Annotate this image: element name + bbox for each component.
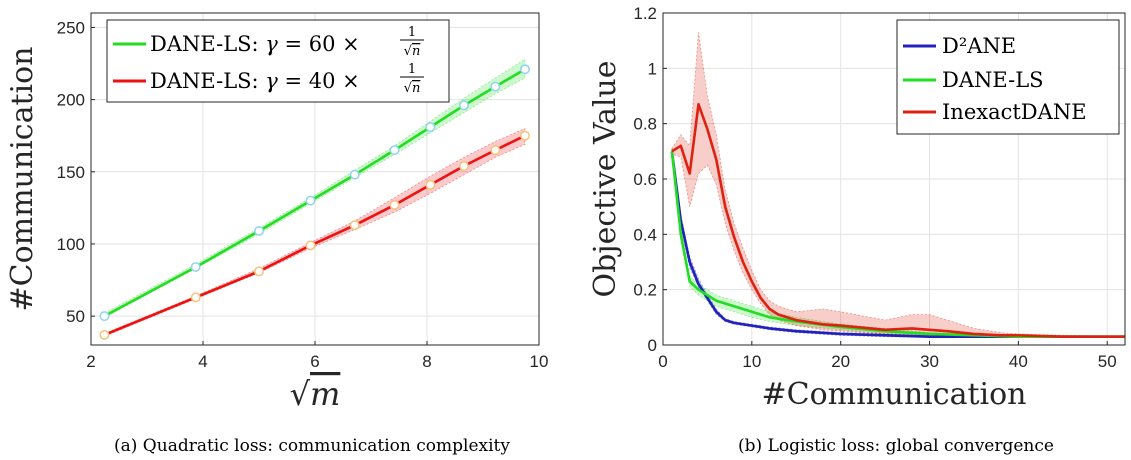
tick-label-y-3: 0.6 [633,170,657,189]
panel-b-global-convergence: 0 10 20 30 40 50 0 0.2 0.4 0.6 0.8 1 1.2 #Communicat… [588,4,1126,456]
panel-a-legend-box [106,19,450,103]
panel-b-legend: D²ANE DANE-LS InexactDANE [896,19,1120,135]
point-series-1-2 [254,266,264,277]
tick-label-x-1: 10 [742,352,761,371]
panel-a-xlabel-var: m [310,375,340,413]
point-series-1-9 [520,130,530,141]
line-series-1 [670,151,1125,339]
tick-label-y-2: 0.4 [633,225,657,244]
panel-b-series-lines [670,103,1125,339]
tick-label-y-0: 0 [648,336,657,355]
panel-b-xlabel: #Communication [761,377,1026,412]
tick-label-x-0: 2 [86,352,95,371]
panel-a-confidence-bands [104,58,526,337]
point-series-1-0 [99,329,110,340]
legend-label-gamma60: DANE-LS: γ = 60 × [150,32,360,56]
point-series-0-4 [349,169,360,180]
point-series-0-3 [305,195,316,206]
point-series-1-7 [459,161,469,171]
panel-a-tick-labels: 2 4 6 8 10 50 100 150 200 250 [57,18,549,371]
tick-label-y-0: 50 [66,307,85,326]
line-series-0 [103,68,526,318]
panel-b-tick-labels: 0 10 20 30 40 50 0 0.2 0.4 0.6 0.8 1 1.2 [633,4,1116,371]
point-series-1-1 [190,292,201,303]
tick-label-x-1: 4 [198,352,207,371]
point-series-1-4 [349,220,360,231]
panel-b-ylabel: Objective Value [588,60,623,297]
tick-label-y-5: 1 [648,59,657,78]
point-series-1-5 [389,200,400,210]
tick-label-y-1: 100 [57,235,85,254]
tick-label-y-3: 200 [57,91,85,110]
point-series-0-0 [99,311,110,322]
tick-label-y-2: 150 [57,163,85,182]
legend-frac-gamma60: 1 √n [400,25,424,59]
point-series-0-5 [389,145,400,156]
point-series-0-1 [190,262,201,273]
panel-a-legend: DANE-LS: γ = 60 × 1 √n DANE-LS: γ = 40 ×… [106,19,450,103]
legend-label-gamma40: DANE-LS: γ = 40 × [150,69,360,93]
band-series-0 [104,58,526,319]
tick-label-y-4: 250 [57,18,85,37]
legend-frac-gamma40: 1 √n [400,62,424,96]
point-series-0-6 [425,122,436,132]
point-series-1-8 [490,145,501,156]
tick-label-x-5: 50 [1098,352,1117,371]
panel-a-communication-complexity: 2 4 6 8 10 50 100 150 200 250 √m #Communication D… [5,12,549,456]
point-series-1-6 [425,179,436,190]
point-series-0-2 [254,226,264,236]
panel-a-xlabel: √m [290,375,341,413]
panel-a-series-lines [103,68,526,337]
band-series-1 [104,127,526,337]
legend-label-dane-ls: DANE-LS [942,68,1044,92]
band-series-0 [671,148,1126,338]
svg-text:1: 1 [408,62,416,77]
tick-label-x-2: 6 [310,352,319,371]
tick-label-x-0: 0 [658,352,667,371]
tick-label-x-3: 8 [422,352,431,371]
legend-label-d2ane: D²ANE [942,34,1016,58]
legend-label-inexactdane: InexactDANE [942,100,1087,124]
line-series-1 [103,134,526,337]
panel-a-ylabel: #Communication [5,46,40,311]
panel-a-series-markers [99,64,530,340]
tick-label-y-1: 0.2 [633,281,657,300]
svg-text:√n: √n [404,81,421,96]
line-series-2 [671,103,1125,339]
panel-b-legend-box [896,19,1120,135]
point-series-0-9 [520,64,530,75]
band-series-1 [671,148,1126,338]
svg-text:√n: √n [404,44,421,59]
tick-label-x-4: 10 [530,352,549,371]
tick-label-x-2: 20 [831,352,850,371]
tick-label-y-6: 1.2 [633,4,657,23]
sqrt-sign: √ [290,375,311,413]
point-series-0-7 [459,100,469,111]
svg-text:1: 1 [408,25,416,40]
tick-label-y-4: 0.8 [633,115,657,134]
tick-label-x-3: 30 [920,352,939,371]
panel-b-caption: (b) Logistic loss: global convergence [738,436,1054,456]
point-series-0-8 [490,81,501,92]
point-series-1-3 [305,240,316,251]
panel-a-caption: (a) Quadratic loss: communication comple… [114,436,510,456]
tick-label-x-4: 40 [1009,352,1028,371]
